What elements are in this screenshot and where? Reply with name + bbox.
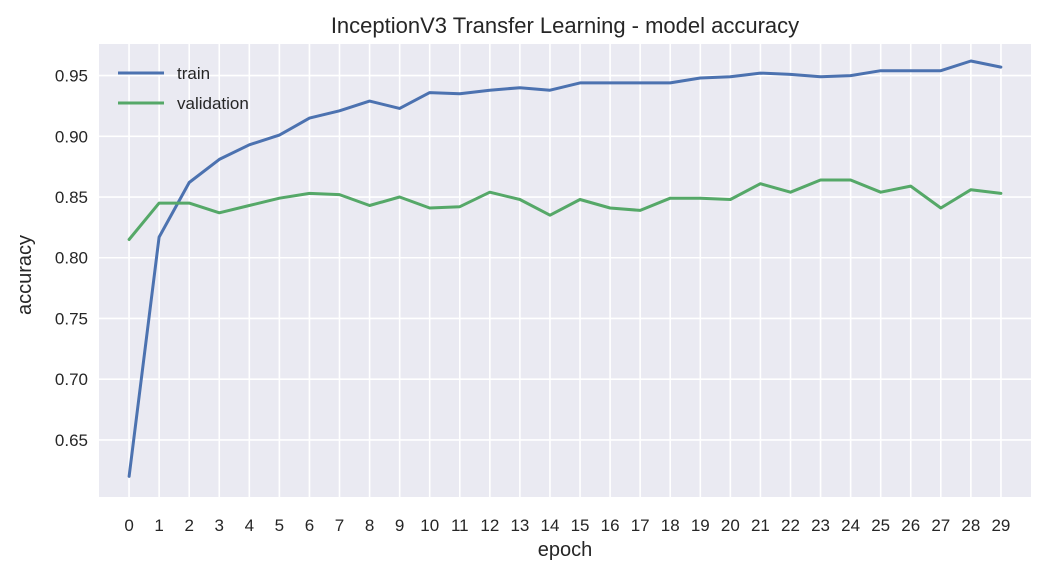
x-tick-label: 11 xyxy=(451,516,469,535)
y-tick-label: 0.65 xyxy=(55,431,88,450)
x-tick-label: 13 xyxy=(510,516,529,535)
x-tick-label: 1 xyxy=(154,516,163,535)
x-tick-label: 20 xyxy=(721,516,740,535)
x-tick-label: 23 xyxy=(811,516,830,535)
x-tick-label: 12 xyxy=(480,516,499,535)
series-line-train xyxy=(127,59,1003,478)
x-tick-label: 16 xyxy=(601,516,620,535)
chart-title: InceptionV3 Transfer Learning - model ac… xyxy=(331,13,799,38)
x-tick-label: 0 xyxy=(124,516,133,535)
legend-label-validation: validation xyxy=(177,94,249,113)
x-tick-label: 3 xyxy=(215,516,224,535)
y-tick-label: 0.90 xyxy=(55,127,88,146)
grid xyxy=(99,44,1031,497)
y-tick-label: 0.75 xyxy=(55,309,88,328)
x-tick-label: 10 xyxy=(420,516,439,535)
x-tick-label: 25 xyxy=(871,516,890,535)
x-tick-label: 17 xyxy=(631,516,650,535)
x-tick-label: 27 xyxy=(931,516,950,535)
x-tick-label: 9 xyxy=(395,516,404,535)
legend: train validation xyxy=(118,64,249,113)
x-tick-label: 15 xyxy=(571,516,590,535)
x-axis-ticks: 0 1 2 3 4 5 6 7 8 9 10 11 12 13 14 15 16 17 18 19 20 21 22 23 24… xyxy=(124,516,1010,535)
y-tick-label: 0.85 xyxy=(55,188,88,207)
x-tick-label: 24 xyxy=(841,516,860,535)
x-tick-label: 29 xyxy=(991,516,1010,535)
x-tick-label: 22 xyxy=(781,516,800,535)
x-tick-label: 18 xyxy=(661,516,680,535)
y-axis-ticks: 0.65 0.70 0.75 0.80 0.85 0.90 0.95 xyxy=(55,67,88,450)
y-tick-label: 0.70 xyxy=(55,370,88,389)
x-tick-label: 4 xyxy=(245,516,254,535)
x-tick-label: 28 xyxy=(961,516,980,535)
y-tick-label: 0.95 xyxy=(55,67,88,86)
x-tick-label: 14 xyxy=(541,516,560,535)
series-layer xyxy=(127,59,1003,478)
x-axis-label: epoch xyxy=(538,539,593,561)
y-tick-label: 0.80 xyxy=(55,249,88,268)
series-line-validation xyxy=(127,178,1003,241)
x-tick-label: 5 xyxy=(275,516,284,535)
plot-area xyxy=(99,44,1031,497)
x-tick-label: 21 xyxy=(751,516,770,535)
x-tick-label: 26 xyxy=(901,516,920,535)
x-tick-label: 6 xyxy=(305,516,314,535)
x-tick-label: 7 xyxy=(335,516,344,535)
x-tick-label: 19 xyxy=(691,516,710,535)
x-tick-label: 8 xyxy=(365,516,374,535)
y-axis-label: accuracy xyxy=(14,235,36,315)
x-tick-label: 2 xyxy=(184,516,193,535)
legend-label-train: train xyxy=(177,64,210,83)
